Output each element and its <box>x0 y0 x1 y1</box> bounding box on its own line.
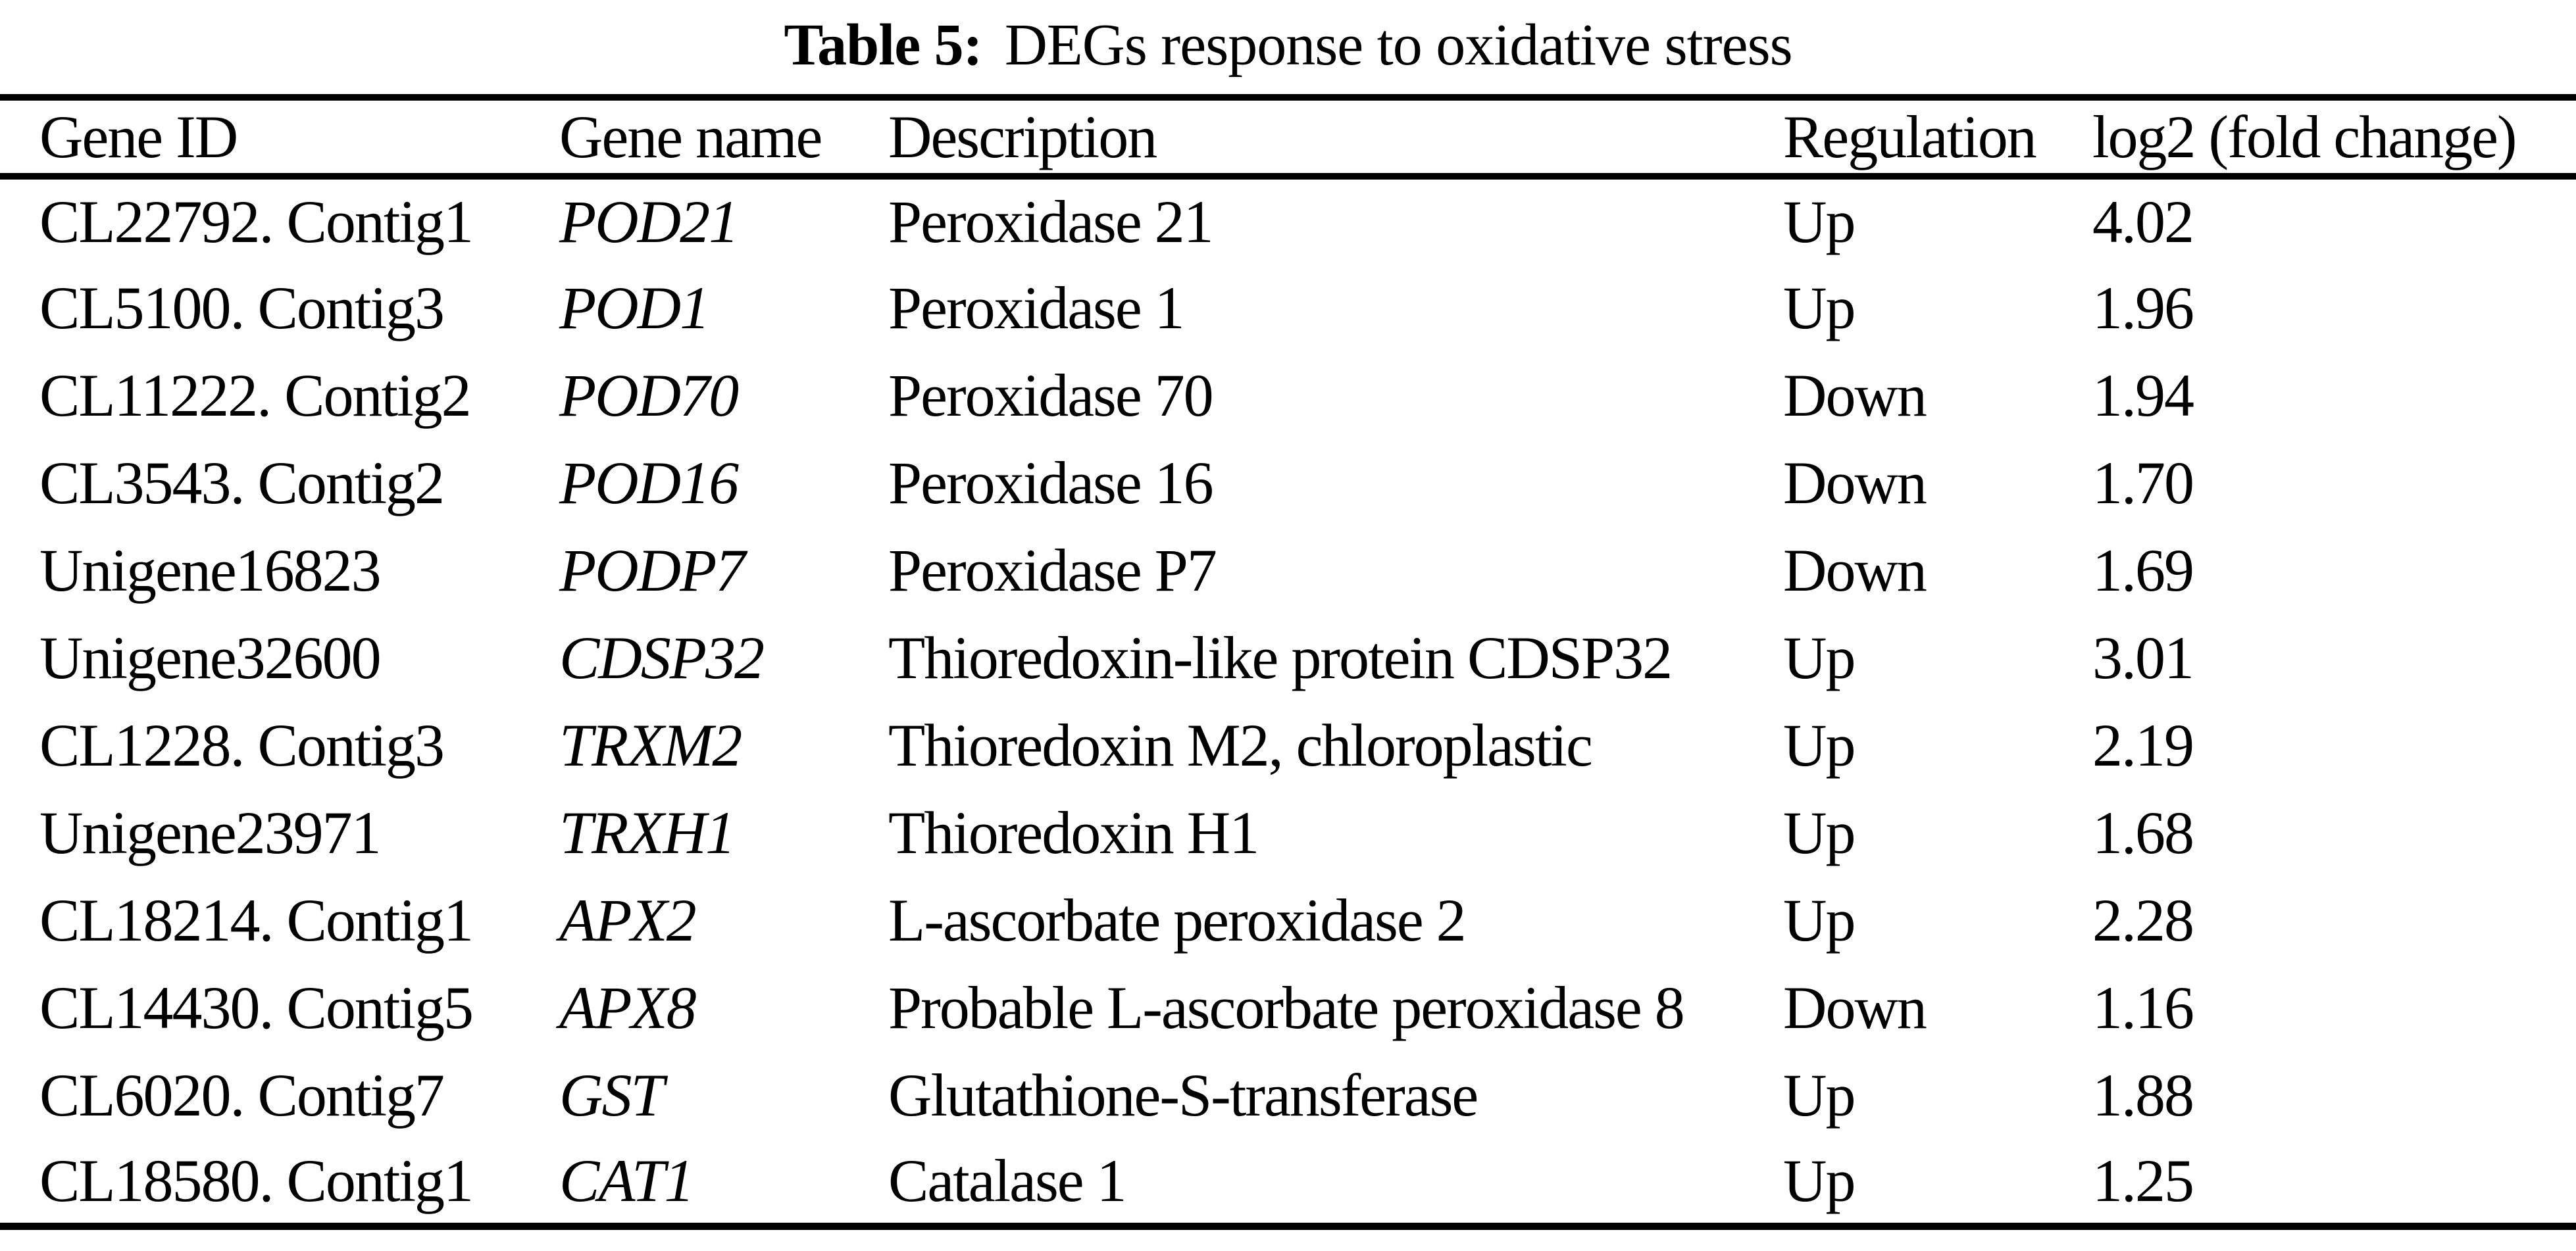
description-cell: Probable L-ascorbate peroxidase 8 <box>888 973 1685 1041</box>
gene-name-cell: APX8 <box>559 973 697 1041</box>
gene-id-cell: CL11222. Contig2 <box>39 361 472 429</box>
gene-name-cell: POD1 <box>559 274 710 341</box>
gene-name-cell: POD70 <box>559 361 739 429</box>
log2-fold-change-cell: 2.19 <box>2092 711 2194 779</box>
regulation-cell: Up <box>1783 188 1856 255</box>
log2-fold-change-cell: 4.02 <box>2092 188 2194 255</box>
table-body: CL22792. Contig1 POD21 Peroxidase 21 Up … <box>0 176 2576 1226</box>
gene-id-cell: CL6020. Contig7 <box>39 1061 445 1129</box>
table-row: CL6020. Contig7 GST Glutathione-S-transf… <box>0 1051 2576 1139</box>
regulation-cell: Up <box>1783 886 1856 954</box>
regulation-cell: Up <box>1783 274 1856 341</box>
description-cell: Peroxidase P7 <box>888 536 1217 604</box>
log2-fold-change-cell: 1.94 <box>2092 361 2194 429</box>
gene-name-cell: CAT1 <box>559 1146 694 1214</box>
gene-id-cell: Unigene23971 <box>39 798 382 866</box>
regulation-cell: Up <box>1783 1146 1856 1214</box>
log2-fold-change-cell: 3.01 <box>2092 624 2194 691</box>
table-row: CL3543. Contig2 POD16 Peroxidase 16 Down… <box>0 439 2576 526</box>
log2-fold-change-cell: 1.70 <box>2092 449 2194 516</box>
table-row: Unigene23971 TRXH1 Thioredoxin H1 Up 1.6… <box>0 789 2576 876</box>
regulation-cell: Down <box>1783 973 1927 1041</box>
description-cell: Thioredoxin M2, chloroplastic <box>888 711 1593 779</box>
log2-fold-change-cell: 1.96 <box>2092 274 2194 341</box>
description-cell: L-ascorbate peroxidase 2 <box>888 886 1467 954</box>
log2-fold-change-cell: 1.88 <box>2092 1061 2194 1129</box>
gene-id-cell: CL5100. Contig3 <box>39 274 445 341</box>
description-cell: Glutathione-S-transferase <box>888 1061 1478 1129</box>
gene-id-cell: CL1228. Contig3 <box>39 711 445 779</box>
gene-name-cell: POD16 <box>559 449 739 516</box>
header-regulation: Regulation <box>1783 103 2037 170</box>
table-caption-text: DEGs response to oxidative stress <box>1004 12 1793 78</box>
gene-id-cell: CL18214. Contig1 <box>39 886 474 954</box>
table-row: CL1228. Contig3 TRXM2 Thioredoxin M2, ch… <box>0 701 2576 789</box>
description-cell: Peroxidase 1 <box>888 274 1185 341</box>
table-row: CL5100. Contig3 POD1 Peroxidase 1 Up 1.9… <box>0 264 2576 351</box>
regulation-cell: Up <box>1783 624 1856 691</box>
table-row: CL18214. Contig1 APX2 L-ascorbate peroxi… <box>0 876 2576 964</box>
table-header: Gene ID Gene name Description Regulation… <box>0 97 2576 176</box>
description-cell: Peroxidase 21 <box>888 188 1214 255</box>
log2-fold-change-cell: 1.69 <box>2092 536 2194 604</box>
log2-fold-change-cell: 1.16 <box>2092 973 2194 1041</box>
gene-name-cell: TRXH1 <box>559 798 736 866</box>
gene-name-cell: PODP7 <box>559 536 745 604</box>
gene-id-cell: CL14430. Contig5 <box>39 973 474 1041</box>
table-caption-label: Table 5: <box>784 12 982 78</box>
regulation-cell: Down <box>1783 361 1927 429</box>
header-gene-id: Gene ID <box>39 103 238 170</box>
header-log2-fold-change: log2 (fold change) <box>2092 103 2517 170</box>
description-cell: Thioredoxin-like protein CDSP32 <box>888 624 1673 691</box>
log2-fold-change-cell: 1.68 <box>2092 798 2194 866</box>
description-cell: Peroxidase 70 <box>888 361 1214 429</box>
gene-name-cell: CDSP32 <box>559 624 765 691</box>
table-row: CL11222. Contig2 POD70 Peroxidase 70 Dow… <box>0 351 2576 439</box>
regulation-cell: Up <box>1783 711 1856 779</box>
description-cell: Thioredoxin H1 <box>888 798 1259 866</box>
regulation-cell: Down <box>1783 449 1927 516</box>
deg-table: Gene ID Gene name Description Regulation… <box>0 94 2576 1230</box>
table-caption: Table 5: DEGs response to oxidative stre… <box>0 0 2576 89</box>
log2-fold-change-cell: 1.25 <box>2092 1146 2194 1214</box>
table-row: Unigene16823 PODP7 Peroxidase P7 Down 1.… <box>0 526 2576 614</box>
table-row: Unigene32600 CDSP32 Thioredoxin-like pro… <box>0 614 2576 701</box>
gene-name-cell: POD21 <box>559 188 739 255</box>
header-row: Gene ID Gene name Description Regulation… <box>0 97 2576 176</box>
gene-id-cell: Unigene32600 <box>39 624 382 691</box>
header-gene-name: Gene name <box>559 103 822 170</box>
gene-name-cell: TRXM2 <box>559 711 742 779</box>
gene-id-cell: CL3543. Contig2 <box>39 449 445 516</box>
description-cell: Peroxidase 16 <box>888 449 1214 516</box>
gene-name-cell: GST <box>559 1061 665 1129</box>
table-row: CL18580. Contig1 CAT1 Catalase 1 Up 1.25 <box>0 1139 2576 1226</box>
header-description: Description <box>888 103 1157 170</box>
table-row: CL14430. Contig5 APX8 Probable L-ascorba… <box>0 964 2576 1051</box>
description-cell: Catalase 1 <box>888 1146 1127 1214</box>
gene-id-cell: Unigene16823 <box>39 536 382 604</box>
gene-name-cell: APX2 <box>559 886 697 954</box>
gene-id-cell: CL22792. Contig1 <box>39 188 474 255</box>
log2-fold-change-cell: 2.28 <box>2092 886 2194 954</box>
regulation-cell: Up <box>1783 798 1856 866</box>
regulation-cell: Down <box>1783 536 1927 604</box>
table-row: CL22792. Contig1 POD21 Peroxidase 21 Up … <box>0 176 2576 264</box>
regulation-cell: Up <box>1783 1061 1856 1129</box>
gene-id-cell: CL18580. Contig1 <box>39 1146 474 1214</box>
